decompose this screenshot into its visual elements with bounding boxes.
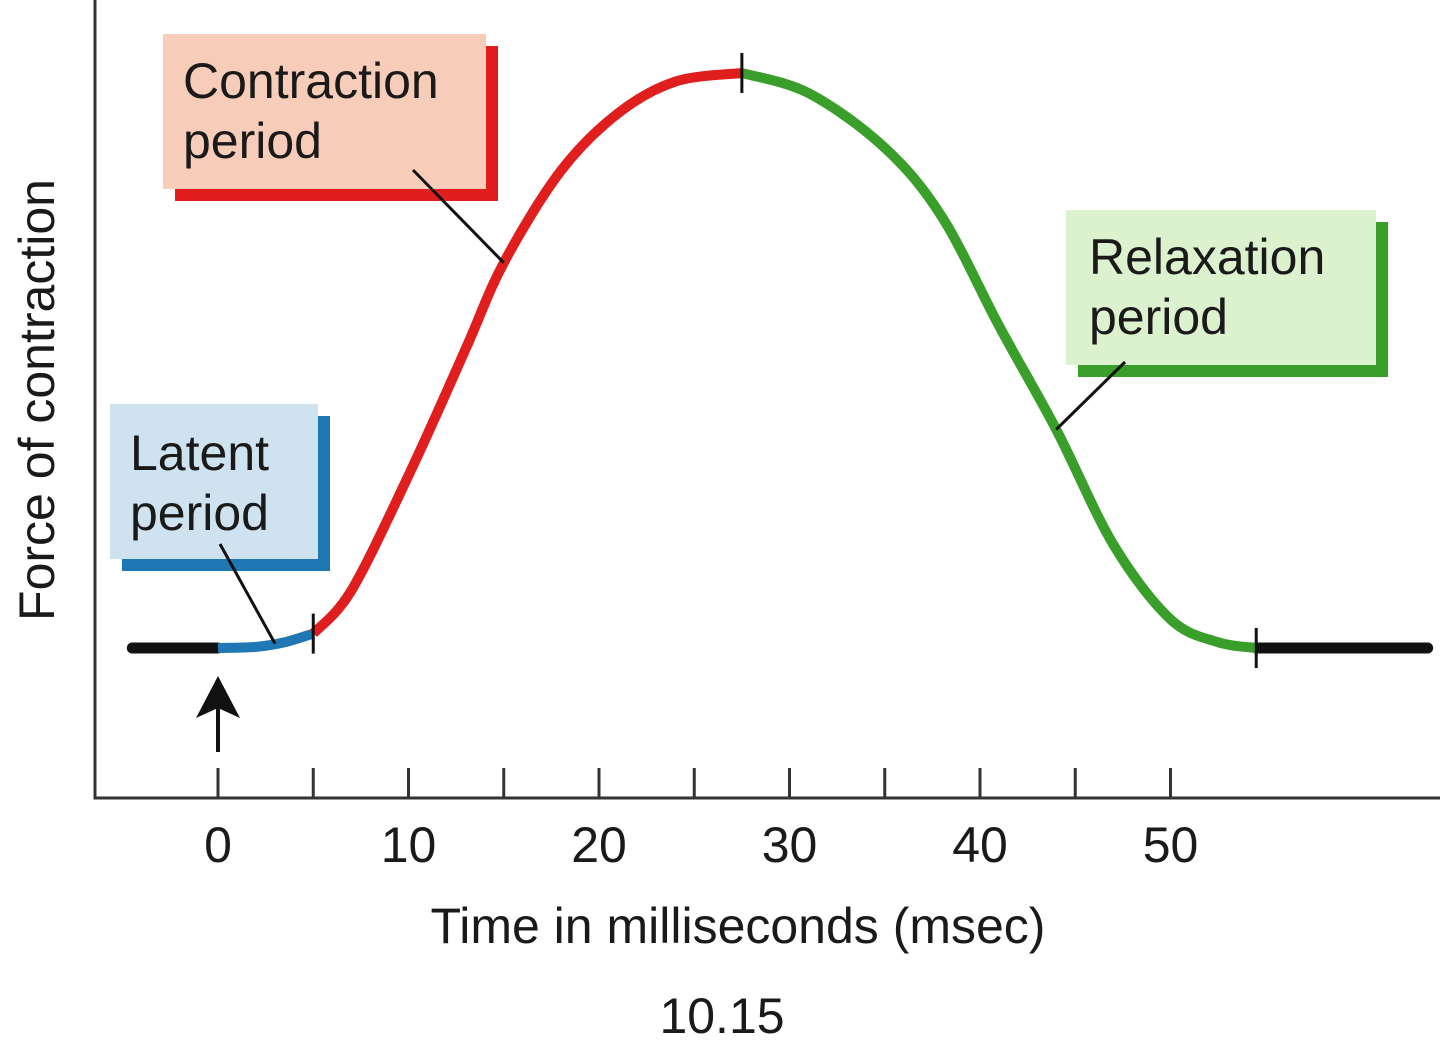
contraction-box-fill [163,34,486,189]
latent-leader-line [218,543,277,645]
latent-label-line-1: Latent [130,425,269,481]
stimulus-arrow-head [196,676,240,718]
contraction-curve [309,68,743,638]
x-tick-label: 0 [204,817,232,873]
relaxation-box-fill [1066,210,1376,365]
latent-label-line-2: period [130,485,269,541]
latent-curve [217,628,315,653]
contraction-label-line-1: Contraction [183,53,439,109]
x-axis-label: Time in milliseconds (msec) [431,898,1046,954]
chart-text: Time in milliseconds (msec) 10.15 Force … [9,179,1045,1044]
relaxation-leader-line [1055,360,1127,431]
latent-box-fill [110,404,318,559]
x-ticks: 0 10 20 30 40 50 [204,768,1198,873]
x-tick-label: 20 [571,817,627,873]
phase-label-boxes: LatentperiodContractionperiodRelaxationp… [110,34,1388,645]
y-axis-label: Force of contraction [9,179,65,621]
contraction-leader-line [411,168,505,264]
stimulus-arrow-icon [196,676,240,752]
x-tick-label: 50 [1143,817,1199,873]
x-tick-label: 40 [952,817,1008,873]
x-tick-label: 30 [762,817,818,873]
contraction-label-line-2: period [183,113,322,169]
relaxation-label-line-1: Relaxation [1089,229,1325,285]
axes: 0 10 20 30 40 50 [93,0,1440,873]
relaxation-label-line-2: period [1089,289,1228,345]
curve-segments [126,53,1434,668]
figure-number: 10.15 [659,988,784,1044]
x-tick-label: 10 [381,817,437,873]
relaxation-curve [740,68,1257,653]
